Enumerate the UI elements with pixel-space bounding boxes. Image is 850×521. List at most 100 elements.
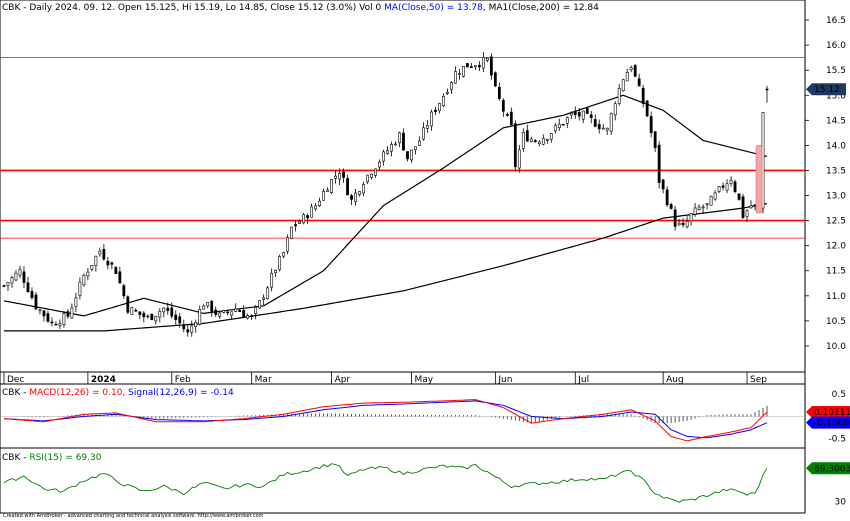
candle-body [114,266,118,275]
candle-body [190,325,194,333]
candle-body [741,196,745,218]
rsi-line-group [3,463,768,503]
rsi-badge-value: 69.3003 [814,464,850,474]
candle-body [537,141,541,144]
candle-body [214,309,218,315]
candle-body [194,322,198,327]
candle-body [749,205,753,209]
candle-body [46,313,50,322]
candle-body [517,149,521,169]
candle-body [234,308,238,312]
candle-body [106,260,110,266]
candle-body [434,109,437,112]
macd-y-axis: 0.5 -0.5 [828,390,846,444]
candle-body [430,111,433,127]
candle-body [146,315,150,318]
price-badge-shape [806,83,846,96]
signal-header-label: Signal(12,26,9) = -0.14 [128,388,234,398]
candle-body [342,171,345,178]
candle-body [178,316,182,324]
price-panel[interactable]: 10.0 10.5 11.0 11.5 12.0 12.5 13.0 13.5 14.0 14.5… [0,0,846,373]
candle-body [26,282,30,293]
candle-body [362,184,365,194]
price-badge-value: 15.12 [814,85,840,95]
candle-body [625,72,629,82]
rsi-header-prefix: CBK - [2,453,26,463]
candle-body [206,302,210,307]
candle-body [426,125,429,129]
candle-body [565,117,569,124]
candle-body [82,274,86,286]
candle-body [226,311,230,314]
y-tick-label: -0.5 [828,435,846,445]
candle-body [645,100,649,117]
candle-body [701,206,705,209]
candle-body [637,78,641,87]
macd-panel[interactable]: 0.5 -0.5 CBK - MACD(12,26) = 0.10, Signal… [0,383,850,449]
candle-body [669,204,673,209]
y-tick-label: 30 [835,498,847,508]
candle-body [585,107,589,114]
candle-body [521,132,525,149]
y-tick-label: 15.0 [826,91,846,101]
candle-body [689,213,693,222]
candle-body [398,132,401,144]
candle-body [158,311,162,318]
candles-group [2,52,769,337]
candle-body [458,73,461,75]
rsi-badge-shape [806,462,850,475]
y-tick-label: 0.5 [832,390,846,400]
candle-body [422,127,425,140]
y-tick-label: 11.0 [826,292,846,302]
rsi-panel[interactable]: 30 CBK - RSI(15) = 69.30 69.3003 [0,447,850,514]
candle-body [322,191,325,201]
candle-body [509,111,513,126]
signal-badge-value: -0.136866 [814,419,850,429]
candle-body [94,255,98,266]
rsi-badge: 69.3003 [806,462,850,475]
candle-body [274,269,278,273]
candle-body [597,124,601,130]
macd-badge: 0.101117 [806,406,850,418]
candle-body [493,72,497,87]
candle-body [166,307,170,311]
candle-body [186,329,190,333]
gap-highlight [755,145,763,214]
candle-body [681,222,685,226]
candle-body [481,57,485,69]
candle-body [266,287,270,300]
x-tick-label: Jun [497,375,512,385]
candle-body [446,91,449,94]
y-tick-label: 10.5 [826,317,846,327]
candle-body [765,88,769,91]
candle-body [130,307,134,315]
candle-body [709,195,713,206]
y-tick-label: 10.0 [826,342,846,352]
candle-body [254,307,258,314]
candle-body [258,300,262,309]
candle-body [406,151,409,160]
macd-header: CBK - MACD(12,26) = 0.10, Signal(12,26,9… [2,388,234,398]
candle-body [290,226,294,239]
rsi-header-label: RSI(15) = 69.30 [29,453,101,463]
candle-body [549,133,553,140]
y-tick-label: 15.5 [826,66,846,76]
candle-body [314,205,317,210]
candle-body [505,113,509,116]
candle-body [461,65,465,77]
candle-body [442,96,445,107]
candle-body [318,200,321,207]
candle-body [22,271,26,283]
candle-body [390,144,393,152]
candle-body [38,309,42,312]
candle-body [334,175,337,179]
rsi-y-axis: 30 [835,498,847,508]
candle-body [513,123,517,168]
candle-body [370,173,373,178]
candle-body [122,285,126,297]
candle-body [18,268,22,276]
candle-body [729,180,733,184]
candle-body [338,173,341,180]
price-header: CBK - Daily 2024. 09. 12. Open 15.125, H… [2,3,599,13]
candle-body [473,65,477,68]
